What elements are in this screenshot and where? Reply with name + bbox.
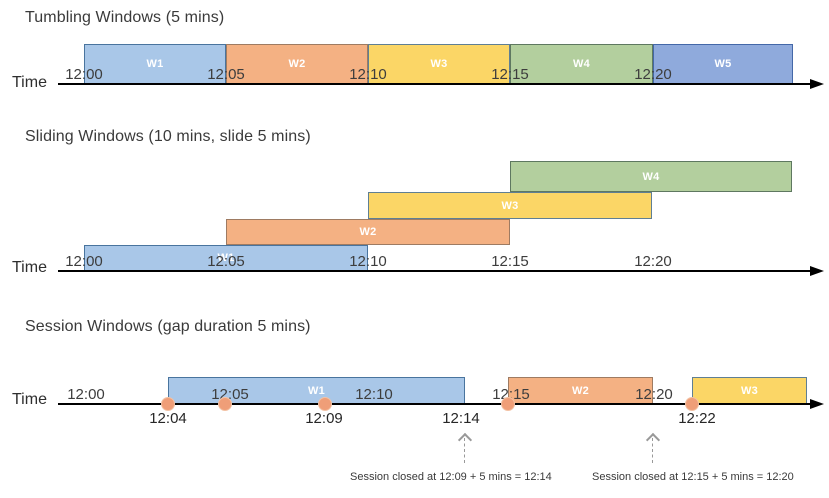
session-timeline-arrow-icon	[810, 399, 824, 409]
tumbling-tick-1205: 12:05	[207, 66, 245, 83]
sliding-window-w1-label: W1	[217, 252, 235, 264]
sliding-tick-1200: 12:00	[65, 253, 103, 270]
session-close-arrow-2-icon	[645, 432, 661, 448]
tumbling-window-w2-label: W2	[288, 58, 306, 70]
sliding-tick-1205: 12:05	[207, 253, 245, 270]
session-close-arrow-1-stem	[464, 438, 465, 463]
sliding-window-w4: W4	[510, 161, 792, 192]
session-close-annotation-2: Session closed at 12:15 + 5 mins = 12:20	[592, 471, 794, 483]
sliding-window-w2: W2	[226, 219, 510, 245]
tumbling-window-w5-label: W5	[714, 58, 732, 70]
tumbling-window-w3: W3	[368, 44, 510, 84]
session-timeline-axis	[58, 403, 810, 405]
session-time-label: Time	[12, 391, 47, 408]
sliding-window-w2-label: W2	[359, 226, 377, 238]
tumbling-tick-1210: 12:10	[349, 66, 387, 83]
session-close-arrow-1-icon	[457, 432, 473, 448]
tumbling-tick-1200: 12:00	[65, 66, 103, 83]
sliding-tick-1220: 12:20	[634, 253, 672, 270]
sliding-time-label: Time	[12, 259, 47, 276]
session-event-label-1204: 12:04	[149, 410, 187, 427]
session-event-label-1209: 12:09	[305, 410, 343, 427]
event-dot-5	[685, 397, 699, 411]
sliding-tick-1215: 12:15	[491, 253, 529, 270]
session-section-title: Session Windows (gap duration 5 mins)	[25, 318, 311, 335]
session-tick-1210: 12:10	[355, 386, 393, 403]
session-close-arrow-2-stem	[652, 438, 653, 463]
sliding-window-w3-label: W3	[501, 199, 519, 212]
tumbling-tick-1220: 12:20	[634, 66, 672, 83]
event-dot-2	[218, 397, 232, 411]
event-dot-4	[501, 397, 515, 411]
session-window-w2-label: W2	[571, 384, 590, 397]
session-tick-1220: 12:20	[635, 386, 673, 403]
session-window-w1: W1	[168, 377, 465, 404]
sliding-section-title: Sliding Windows (10 mins, slide 5 mins)	[25, 128, 311, 145]
tumbling-window-w5: W5	[653, 44, 793, 84]
session-window-w3-label: W3	[740, 384, 759, 397]
session-tick-1200: 12:00	[67, 386, 105, 403]
tumbling-tick-1215: 12:15	[491, 66, 529, 83]
session-close-annotation-1: Session closed at 12:09 + 5 mins = 12:14	[350, 471, 552, 483]
sliding-timeline-arrow-icon	[810, 266, 824, 276]
sliding-window-w4-label: W4	[642, 170, 660, 183]
session-event-label-1214: 12:14	[442, 410, 480, 427]
sliding-timeline-axis	[58, 270, 810, 272]
sliding-window-w3: W3	[368, 192, 652, 219]
session-window-w1-label: W1	[307, 384, 326, 397]
tumbling-timeline-arrow-icon	[810, 79, 824, 89]
session-window-w3: W3	[692, 377, 807, 404]
event-dot-3	[318, 397, 332, 411]
tumbling-window-w1: W1	[84, 44, 226, 84]
session-event-label-1222: 12:22	[678, 410, 716, 427]
sliding-window-w1: W1	[84, 245, 368, 271]
tumbling-window-w1-label: W1	[146, 58, 164, 70]
tumbling-timeline-axis	[58, 83, 810, 85]
tumbling-section-title: Tumbling Windows (5 mins)	[25, 9, 225, 26]
tumbling-window-w4-label: W4	[572, 58, 591, 70]
sliding-tick-1210: 12:10	[349, 253, 387, 270]
tumbling-window-w3-label: W3	[430, 58, 448, 70]
tumbling-time-label: Time	[12, 74, 47, 91]
event-dot-1	[161, 397, 175, 411]
